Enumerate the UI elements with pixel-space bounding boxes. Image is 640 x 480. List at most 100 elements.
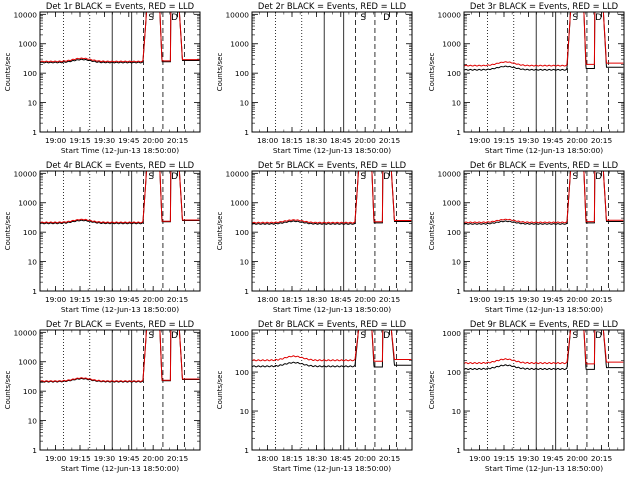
- x-tick-label: 20:00: [355, 136, 377, 145]
- y-tick-label: 10: [28, 417, 38, 426]
- marker-glyph: D: [171, 13, 178, 23]
- x-tick-label: 19:00: [45, 295, 67, 304]
- panel-det-2: Det 2r BLACK = Events, RED = LLD Counts/s…: [216, 1, 413, 155]
- x-tick-label: 19:00: [469, 136, 491, 145]
- marker-glyph: D: [595, 172, 602, 182]
- x-tick-label: 18:15: [281, 454, 303, 463]
- panel-det-7: Det 7r BLACK = Events, RED = LLD Counts/s…: [4, 319, 201, 473]
- y-axis-label: Counts/sec: [4, 53, 12, 92]
- plot-frame: [39, 170, 201, 292]
- y-tick-label: 100: [23, 69, 37, 78]
- y-tick-label: 10000: [13, 10, 37, 19]
- marker-glyph: S: [360, 331, 366, 341]
- panel-title: Det 6r BLACK = Events, RED = LLD: [470, 160, 618, 170]
- panel-det-8: Det 8r BLACK = Events, RED = LLD Counts/s…: [216, 319, 413, 473]
- panel-det-1: Det 1r BLACK = Events, RED = LLD Counts/s…: [4, 1, 201, 155]
- x-tick-label: 20:15: [167, 295, 189, 304]
- y-tick-label: 1: [32, 446, 37, 455]
- x-tick-label: 19:45: [542, 454, 564, 463]
- x-tick-label: 19:30: [94, 136, 116, 145]
- y-axis-label: Counts/sec: [428, 371, 436, 410]
- x-tick-label: 20:00: [143, 136, 165, 145]
- y-tick-label: 1000: [18, 199, 37, 208]
- plot-frame: [251, 170, 413, 292]
- marker-glyph: D: [383, 13, 390, 23]
- y-tick-label: 100: [23, 387, 37, 396]
- x-tick-label: 18:00: [257, 295, 279, 304]
- panel-title: Det 3r BLACK = Events, RED = LLD: [470, 1, 618, 11]
- y-axis-label: Counts/sec: [4, 371, 12, 410]
- x-tick-label: 19:00: [45, 454, 67, 463]
- y-tick-label: 10: [452, 258, 462, 267]
- x-axis-label: Start Time (12-Jun-13 18:50:00): [485, 146, 603, 155]
- x-tick-label: 20:15: [379, 454, 401, 463]
- y-tick-label: 1: [32, 287, 37, 296]
- y-tick-label: 1000: [18, 40, 37, 49]
- marker-glyph: D: [383, 331, 390, 341]
- panel-title: Det 4r BLACK = Events, RED = LLD: [46, 160, 194, 170]
- x-tick-label: 19:45: [542, 136, 564, 145]
- x-tick-label: 20:00: [567, 136, 589, 145]
- x-axis-label: Start Time (12-Jun-13 18:50:00): [61, 464, 179, 473]
- y-tick-label: 10: [240, 407, 250, 416]
- x-tick-label: 20:15: [167, 454, 189, 463]
- panel-title: Det 2r BLACK = Events, RED = LLD: [258, 1, 406, 11]
- y-tick-label: 1000: [442, 40, 461, 49]
- x-tick-label: 19:30: [518, 136, 540, 145]
- marker-glyph: S: [148, 13, 154, 23]
- marker-glyph: D: [171, 331, 178, 341]
- panel-det-6: Det 6r BLACK = Events, RED = LLD Counts/s…: [428, 160, 625, 314]
- y-tick-label: 1: [32, 128, 37, 137]
- x-tick-label: 20:00: [143, 295, 165, 304]
- y-tick-label: 10000: [437, 169, 461, 178]
- x-tick-label: 19:45: [118, 454, 140, 463]
- x-tick-label: 19:15: [493, 295, 515, 304]
- x-tick-label: 19:30: [94, 295, 116, 304]
- y-axis-label: Counts/sec: [216, 212, 224, 251]
- y-tick-label: 10: [28, 99, 38, 108]
- x-tick-label: 19:15: [69, 454, 91, 463]
- x-tick-label: 18:45: [330, 295, 352, 304]
- plot-frame: [251, 329, 413, 451]
- y-tick-label: 10000: [13, 169, 37, 178]
- y-tick-label: 10: [452, 407, 462, 416]
- plot-frame: [251, 11, 413, 133]
- y-tick-label: 10: [452, 99, 462, 108]
- x-tick-label: 18:45: [330, 454, 352, 463]
- y-tick-label: 1000: [442, 329, 461, 338]
- panel-det-5: Det 5r BLACK = Events, RED = LLD Counts/s…: [216, 160, 413, 314]
- x-tick-label: 19:45: [118, 295, 140, 304]
- x-tick-label: 19:00: [469, 454, 491, 463]
- y-tick-label: 1: [456, 287, 461, 296]
- x-tick-label: 20:15: [591, 454, 613, 463]
- y-tick-label: 1000: [230, 199, 249, 208]
- y-tick-label: 10000: [225, 169, 249, 178]
- x-tick-label: 18:30: [306, 136, 328, 145]
- y-tick-label: 100: [447, 69, 461, 78]
- x-tick-label: 18:45: [330, 136, 352, 145]
- panel-det-3: Det 3r BLACK = Events, RED = LLD Counts/s…: [428, 1, 625, 155]
- x-tick-label: 19:15: [69, 295, 91, 304]
- x-tick-label: 20:15: [591, 295, 613, 304]
- plot-frame: [463, 329, 625, 451]
- x-tick-label: 19:45: [542, 295, 564, 304]
- x-tick-label: 18:00: [257, 136, 279, 145]
- x-tick-label: 20:00: [567, 295, 589, 304]
- x-tick-label: 19:15: [493, 136, 515, 145]
- x-tick-label: 19:00: [469, 295, 491, 304]
- x-tick-label: 19:30: [518, 295, 540, 304]
- x-tick-label: 19:30: [94, 454, 116, 463]
- y-tick-label: 1: [244, 446, 249, 455]
- x-axis-label: Start Time (12-Jun-13 18:50:00): [485, 305, 603, 314]
- y-axis-label: Counts/sec: [4, 212, 12, 251]
- plot-frame: [39, 11, 201, 133]
- x-tick-label: 18:30: [306, 454, 328, 463]
- x-tick-label: 19:15: [69, 136, 91, 145]
- x-tick-label: 18:15: [281, 136, 303, 145]
- marker-glyph: D: [171, 172, 178, 182]
- x-axis-label: Start Time (12-Jun-13 18:50:00): [485, 464, 603, 473]
- x-tick-label: 19:15: [493, 454, 515, 463]
- x-axis-label: Start Time (12-Jun-13 18:50:00): [273, 464, 391, 473]
- x-tick-label: 18:15: [281, 295, 303, 304]
